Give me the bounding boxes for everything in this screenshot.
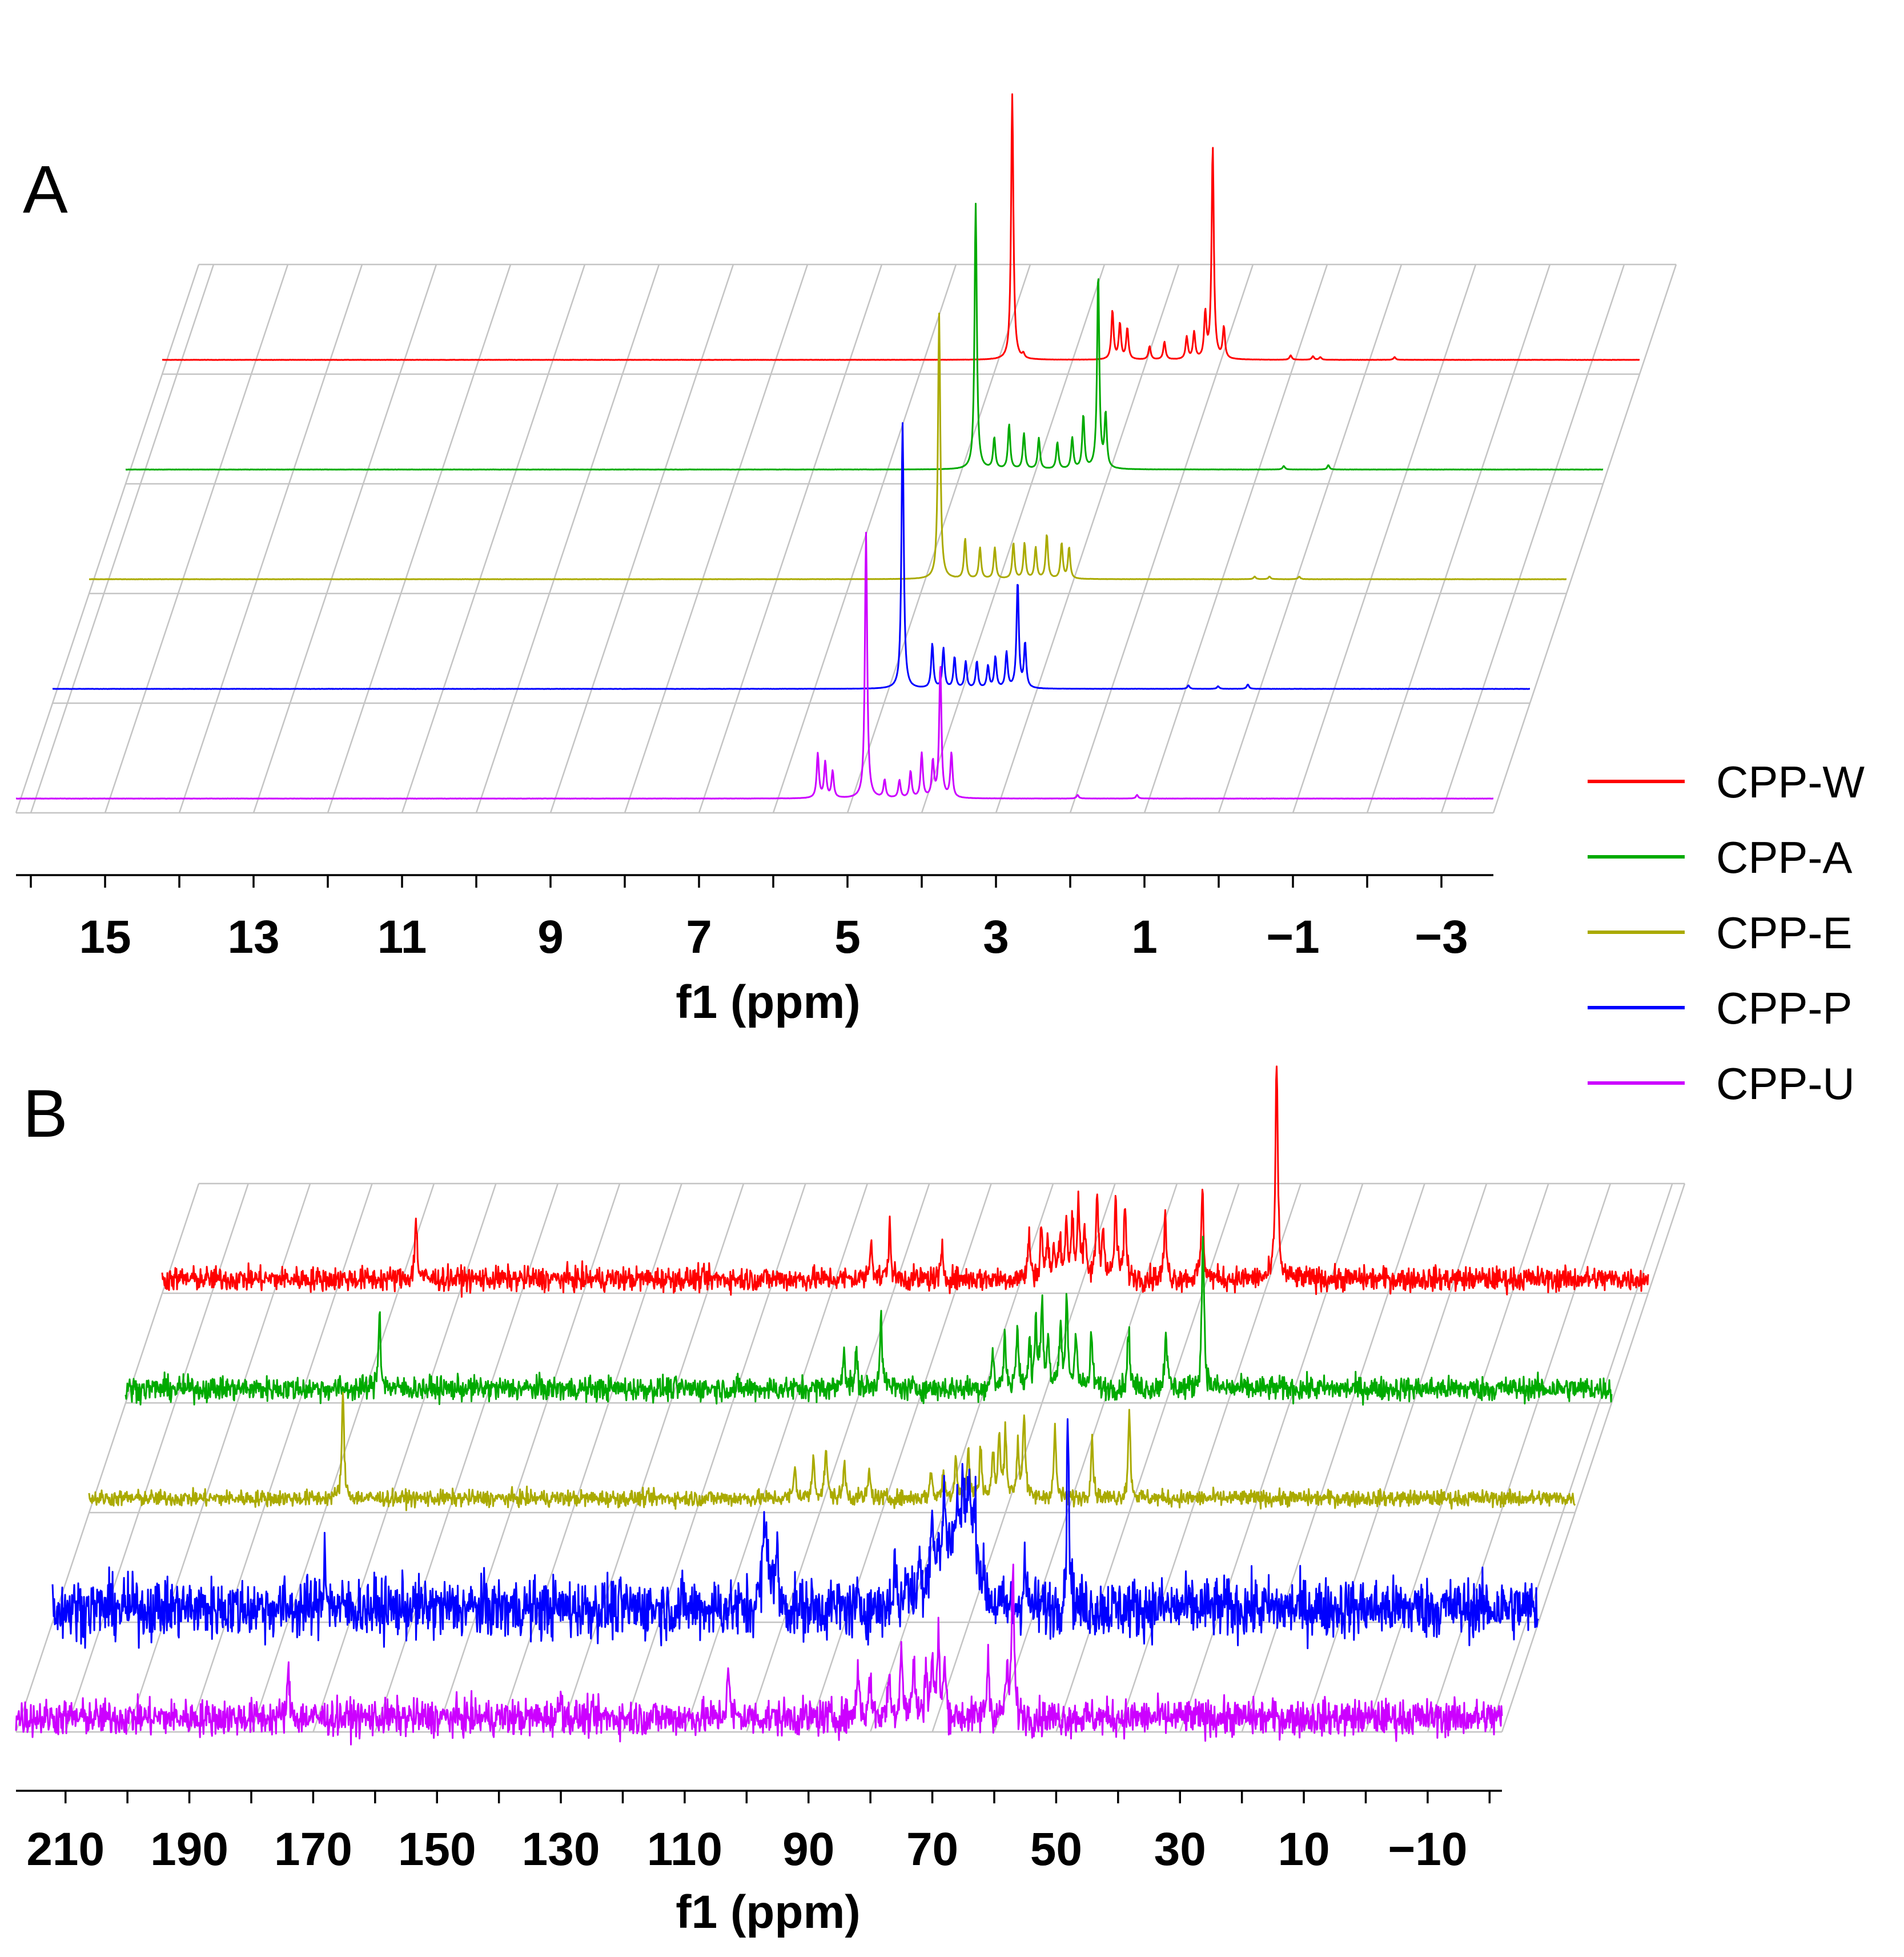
b-grid-slant-0 [65,1183,249,1733]
a-grid-slant-10 [772,264,957,813]
legend-item-cpp-u: CPP-U [1588,1058,1855,1109]
a-grid-slant-16 [1218,264,1403,813]
a-x-tick-label-15: 15 [79,911,131,963]
b-grid-slant-3 [250,1183,435,1733]
panel-label-a: A [23,152,68,227]
a-grid-slant-19 [1440,264,1625,813]
panel-a-trace-cpp-e [89,312,1567,580]
a-grid-slant-17 [1292,264,1477,813]
legend-item-cpp-a: CPP-A [1588,832,1852,883]
a-x-tick-label-13: 13 [227,911,279,963]
panel-a-grid [15,263,1677,814]
a-grid-slant-15 [1143,264,1328,813]
a-x-tick-label-minus-1: −1 [1266,911,1320,963]
panel-b-13c-nmr: B 210 190 170 150 130 110 90 70 50 30 10 −10 f1 (pp… [15,1065,1686,1938]
a-x-tick-label-5: 5 [834,911,861,963]
a-grid-slant-0 [30,264,215,813]
b-grid-slant-9 [622,1183,806,1733]
panel-a-x-axis: 15 13 11 9 7 5 3 1 −1 −3 [16,874,1493,963]
legend-item-cpp-e: CPP-E [1588,908,1852,958]
panel-b-trace-cpp-p [51,1418,1539,1650]
a-grid-slant-13 [995,264,1180,813]
panel-b-spectra [15,1065,1649,1746]
b-x-tick-label-90: 90 [782,1823,834,1875]
b-grid-slant-14 [931,1183,1116,1733]
a-grid-slant-9 [698,264,883,813]
b-grid-slant-22 [1427,1183,1612,1733]
b-x-tick-label-210: 210 [26,1823,105,1875]
a-grid-slant-18 [1366,264,1551,813]
b-x-tick-label-30: 30 [1154,1823,1206,1875]
panel-b-trace-cpp-a [124,1236,1613,1406]
b-grid-slant-16 [1055,1183,1240,1733]
a-x-tick-label-1: 1 [1131,911,1158,963]
a-x-tick-label-3: 3 [983,911,1009,963]
legend-item-cpp-w: CPP-W [1588,757,1865,807]
b-grid-slant-21 [1365,1183,1549,1733]
a-grid-slant-6 [475,264,660,813]
a-grid-right-edge [1492,264,1677,813]
a-grid-slant-4 [327,264,512,813]
a-grid-slant-12 [921,264,1106,813]
b-grid-slant-18 [1179,1183,1364,1733]
b-grid-slant-10 [684,1183,869,1733]
b-grid-right-edge [1501,1183,1686,1733]
b-x-tick-label-10: 10 [1278,1823,1329,1875]
b-grid-slant-8 [560,1183,745,1733]
legend-label-cpp-e: CPP-E [1716,908,1852,958]
b-x-tick-label-50: 50 [1030,1823,1082,1875]
b-grid-slant-23 [1489,1183,1673,1733]
legend-item-cpp-p: CPP-P [1588,983,1852,1033]
panel-b-trace-cpp-w [161,1065,1649,1298]
legend-label-cpp-a: CPP-A [1716,832,1852,883]
legend: CPP-W CPP-A CPP-E CPP-P CPP-U [1588,757,1865,1109]
a-x-tick-label-9: 9 [537,911,564,963]
b-grid-slant-5 [374,1183,559,1733]
a-grid-slant-14 [1069,264,1254,813]
panel-b-x-axis-title: f1 (ppm) [676,1886,860,1938]
b-grid-slant-7 [498,1183,682,1733]
legend-label-cpp-u: CPP-U [1716,1058,1855,1109]
panel-a-trace-cpp-u [15,532,1494,800]
panel-b-grid [15,1182,1686,1733]
b-x-tick-label-170: 170 [274,1823,352,1875]
panel-label-b: B [23,1076,68,1152]
panel-b-trace-cpp-e [88,1391,1576,1511]
panel-a-trace-cpp-p [52,422,1531,690]
a-grid-slant-3 [252,264,437,813]
b-grid-slant-17 [1117,1183,1302,1733]
panel-a-1h-nmr: A 15 13 11 9 7 5 3 1 −1 −3 f1 (ppm) [15,93,1677,1028]
b-grid-left-edge [15,1183,200,1733]
panel-b-trace-cpp-u [15,1563,1503,1746]
a-grid-slant-8 [624,264,809,813]
panel-a-x-axis-title: f1 (ppm) [676,976,860,1028]
b-x-tick-label-190: 190 [150,1823,228,1875]
a-x-tick-label-7: 7 [686,911,712,963]
b-x-tick-label-70: 70 [906,1823,958,1875]
a-grid-left-edge [15,264,200,813]
a-x-tick-label-11: 11 [377,911,427,963]
b-grid-slant-1 [126,1183,311,1733]
b-x-tick-label-minus-10: −10 [1388,1823,1467,1875]
panel-a-spectra [15,93,1640,800]
b-x-tick-label-130: 130 [522,1823,600,1875]
b-x-tick-label-110: 110 [647,1823,722,1875]
a-grid-slant-2 [178,264,363,813]
a-grid-slant-7 [549,264,734,813]
panel-a-trace-cpp-a [125,203,1604,471]
b-grid-slant-20 [1303,1183,1488,1733]
a-grid-slant-1 [104,264,289,813]
b-grid-slant-12 [808,1183,992,1733]
panel-b-x-axis: 210 190 170 150 130 110 90 70 50 30 10 −10 [16,1790,1502,1875]
b-x-tick-label-150: 150 [398,1823,476,1875]
panel-a-trace-cpp-w [162,93,1640,361]
legend-label-cpp-p: CPP-P [1716,983,1852,1033]
a-grid-slant-5 [401,264,586,813]
a-x-tick-label-minus-3: −3 [1415,911,1468,963]
legend-label-cpp-w: CPP-W [1716,757,1865,807]
